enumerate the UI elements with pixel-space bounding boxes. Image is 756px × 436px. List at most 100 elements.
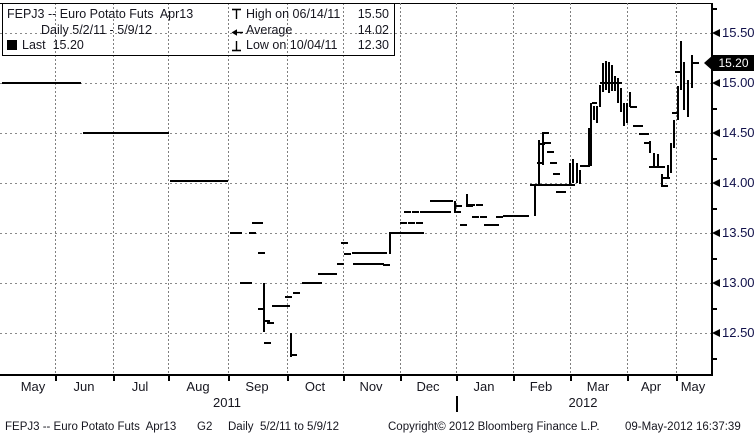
price-bar — [629, 92, 631, 107]
price-bar — [667, 165, 669, 179]
footer-bar: FEPJ3 -- Euro Potato Futs Apr13 G2 Daily… — [0, 419, 756, 436]
price-dash — [383, 264, 390, 266]
h-gridline — [0, 333, 711, 334]
price-bar — [290, 333, 292, 357]
price-dash — [412, 211, 419, 213]
footer-instrument: FEPJ3 -- Euro Potato Futs Apr13 — [5, 421, 177, 433]
x-axis-tick — [513, 374, 515, 381]
price-bar — [691, 55, 693, 88]
close-tick — [663, 185, 668, 187]
x-axis-month-label: May — [680, 379, 706, 394]
close-tick — [292, 354, 297, 356]
close-tick — [631, 106, 636, 108]
y-axis-arrow-tick — [712, 129, 720, 137]
price-dash — [496, 216, 503, 218]
price-bar — [626, 103, 628, 123]
price-segment — [2, 82, 81, 84]
legend-last-label: Last 15.20 — [22, 38, 84, 52]
price-bar — [677, 86, 679, 120]
price-bar — [608, 62, 610, 93]
close-tick — [468, 205, 473, 207]
footer-timestamp: 09-May-2012 16:37:39 — [625, 421, 741, 433]
price-segment — [530, 184, 575, 186]
x-axis-tick — [228, 374, 230, 381]
close-tick — [391, 232, 396, 234]
price-dash — [264, 342, 271, 344]
price-segment — [170, 180, 228, 182]
x-axis-month-label: Oct — [304, 379, 326, 394]
price-dash — [285, 296, 292, 298]
h-gridline — [0, 83, 711, 84]
price-bar — [680, 41, 682, 90]
price-dash — [484, 224, 491, 226]
price-dash — [400, 222, 407, 224]
x-axis-tick — [400, 374, 402, 381]
price-dash — [642, 133, 649, 135]
h-gridline — [0, 133, 711, 134]
legend-avg-value: 14.02 — [357, 23, 389, 37]
price-dash — [353, 263, 360, 265]
footer-range: Daily 5/2/11 to 5/9/12 — [228, 421, 340, 433]
legend-high-label: High on 06/14/11 — [246, 7, 341, 21]
close-tick — [592, 102, 597, 104]
x-axis-month-label: Jan — [473, 379, 495, 394]
price-bar — [614, 76, 616, 91]
footer-copyright: Copyright© 2012 Bloomberg Finance L.P. — [388, 421, 600, 433]
close-tick — [456, 211, 461, 213]
close-tick — [265, 320, 270, 322]
v-gridline — [168, 3, 169, 374]
price-dash — [472, 216, 479, 218]
v-gridline — [627, 3, 628, 374]
x-axis-month-label: Jul — [131, 379, 149, 394]
last-price-flag: 15.20 — [713, 55, 754, 71]
x-axis-month-label: Dec — [416, 379, 440, 394]
price-dash — [235, 232, 242, 234]
series-swatch-icon — [7, 40, 17, 50]
price-bar — [605, 61, 607, 90]
close-tick — [693, 62, 698, 64]
y-axis-label: 12.50 — [722, 325, 755, 340]
y-axis-label: 15.50 — [722, 25, 755, 40]
price-dash — [293, 292, 300, 294]
close-tick — [544, 132, 549, 134]
close-tick — [536, 184, 541, 186]
price-dash — [476, 204, 483, 206]
price-dash — [256, 222, 263, 224]
average-arrow-icon — [231, 26, 245, 38]
price-dash — [365, 263, 372, 265]
h-gridline — [0, 33, 711, 34]
open-tick — [537, 162, 542, 164]
price-dash — [444, 211, 451, 213]
y-axis-minor-tick — [711, 158, 717, 160]
open-tick — [675, 71, 680, 73]
price-bar — [590, 103, 592, 166]
price-dash — [377, 263, 384, 265]
x-axis-tick — [456, 374, 458, 381]
y-axis-arrow-tick — [712, 229, 720, 237]
price-dash — [553, 173, 560, 175]
v-gridline — [343, 3, 344, 374]
y-axis-label: 14.00 — [722, 175, 755, 190]
y-axis-arrow-tick — [712, 279, 720, 287]
price-bar — [593, 106, 595, 120]
price-bar — [653, 153, 655, 168]
price-dash — [416, 222, 423, 224]
price-dash — [258, 252, 265, 254]
price-dash — [230, 232, 237, 234]
price-bar — [572, 159, 574, 183]
high-tick-icon — [231, 8, 245, 20]
price-bar — [611, 65, 613, 91]
x-axis-tick — [627, 374, 629, 381]
footer-function-code: G2 — [197, 421, 213, 433]
price-bar — [599, 85, 601, 107]
x-axis-month-label: Sep — [245, 379, 269, 394]
price-bar — [454, 201, 456, 213]
price-dash — [583, 165, 590, 167]
price-dash — [240, 282, 247, 284]
x-axis-month-label: Apr — [640, 379, 662, 394]
chart-legend: FEPJ3 -- Euro Potato Futs Apr13 Daily 5/… — [2, 3, 395, 56]
price-bar — [617, 78, 619, 103]
price-bar — [389, 232, 391, 254]
price-segment — [391, 232, 424, 234]
